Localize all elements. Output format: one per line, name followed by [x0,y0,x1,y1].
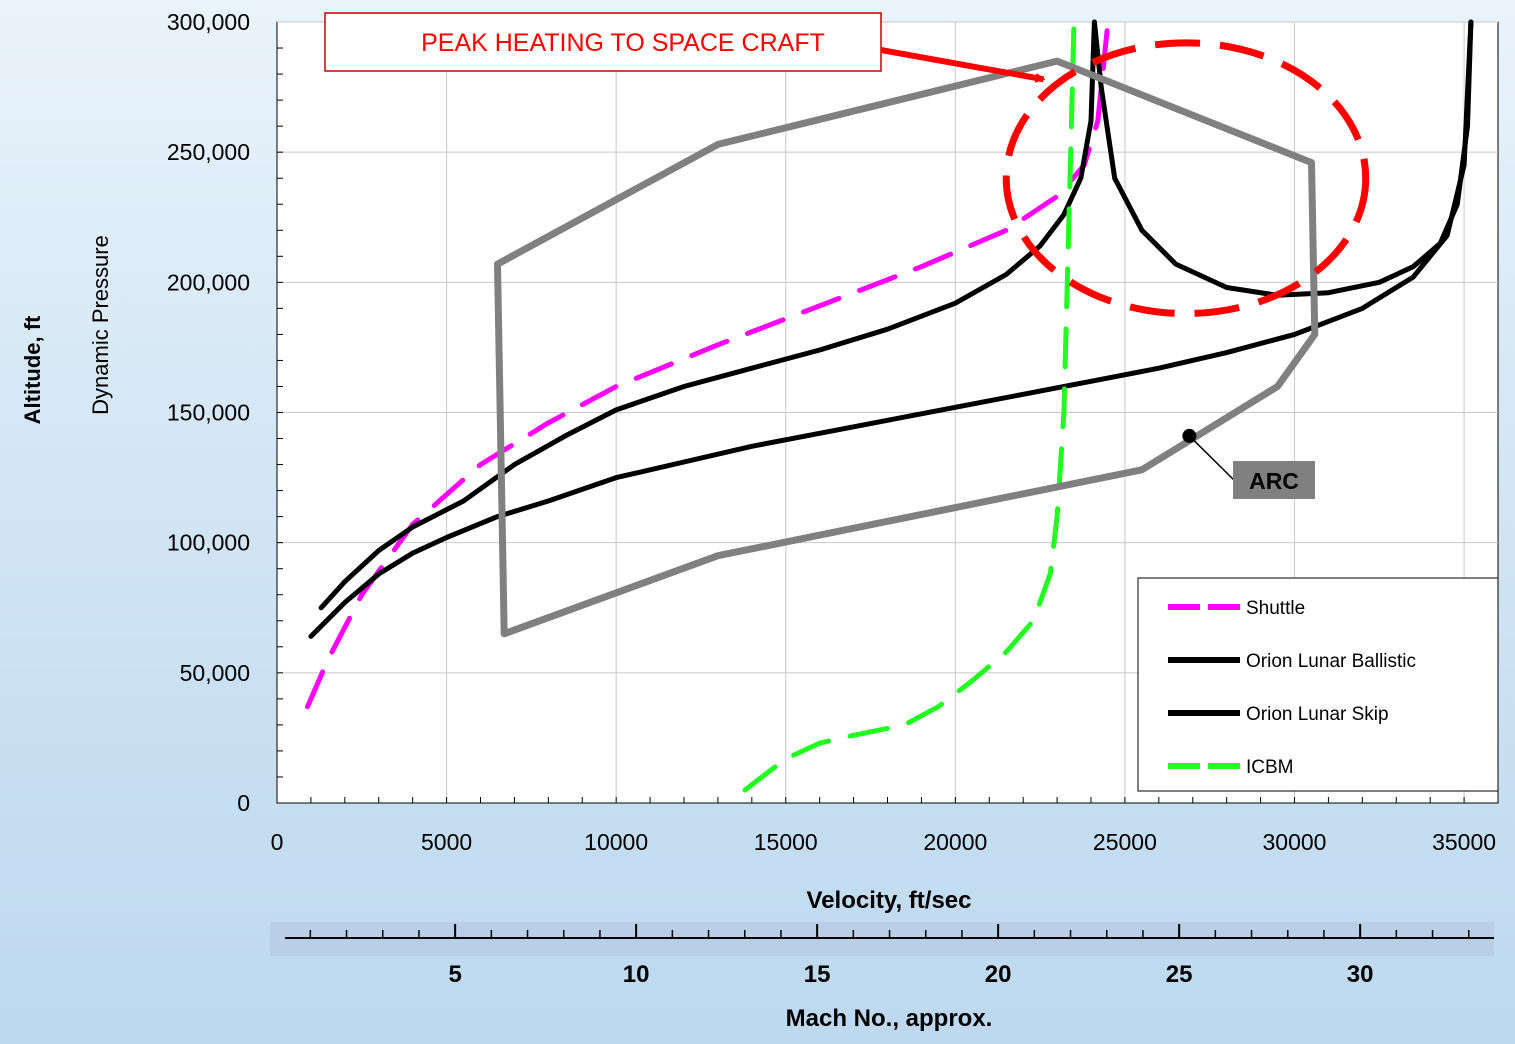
y-tick-label: 50,000 [180,660,250,686]
mach-tick-label: 10 [623,961,650,988]
y-tick-label: 300,000 [167,9,250,35]
legend-label-orion-ballistic: Orion Lunar Ballistic [1246,651,1416,672]
mach-tick-label: 25 [1166,961,1193,988]
x-tick-label: 30000 [1263,829,1327,855]
y-axis-title-inner: Dynamic Pressure [88,235,113,415]
mach-axis-title: Mach No., approx. [786,1005,993,1032]
y-tick-label: 0 [237,790,250,816]
x-tick-label: 10000 [584,829,648,855]
y-tick-label: 200,000 [167,269,250,295]
y-tick-label: 150,000 [167,400,250,426]
mach-tick-label: 30 [1347,961,1374,988]
x-tick-label: 5000 [421,829,472,855]
y-tick-label: 100,000 [167,530,250,556]
legend: Shuttle Orion Lunar Ballistic Orion Luna… [1138,578,1498,791]
y-tick-label: 250,000 [167,139,250,165]
x-axis-title: Velocity, ft/sec [807,887,972,914]
legend-label-shuttle: Shuttle [1246,598,1305,619]
legend-label-icbm: ICBM [1246,757,1294,778]
x-tick-label: 20000 [923,829,987,855]
x-tick-label: 35000 [1432,829,1496,855]
x-tick-label: 15000 [754,829,818,855]
arc-marker-dot [1182,429,1196,443]
arc-label: ARC [1249,468,1299,494]
peak-heating-callout-label: PEAK HEATING TO SPACE CRAFT [421,29,825,57]
mach-tick-label: 5 [448,961,461,988]
x-tick-labels: 0 5000 10000 15000 20000 25000 30000 35000 [271,829,1496,855]
x-tick-label: 0 [271,829,284,855]
y-axis-title-outer: Altitude, ft [20,315,45,424]
x-tick-label: 25000 [1093,829,1157,855]
y-tick-labels: 0 50,000 100,000 150,000 200,000 250,000 300,0… [167,9,250,816]
mach-tick-labels: 5 10 15 20 25 30 [448,961,1373,988]
mach-tick-label: 15 [804,961,831,988]
mach-tick-label: 20 [985,961,1012,988]
legend-label-orion-skip: Orion Lunar Skip [1246,704,1389,725]
